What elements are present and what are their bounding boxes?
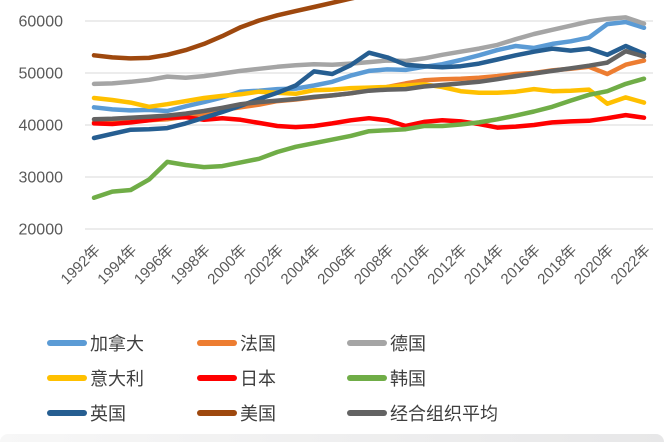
window-bottom-bar [0,434,664,442]
series-line-germany [91,15,647,87]
series-lines-group [91,0,647,201]
series-line-italy [91,82,647,110]
x-axis-labels-group: 1992年1994年1996年1998年2000年2002年2004年2006年… [58,242,654,288]
legend-swatch-germany [347,339,387,346]
x-axis-label-2022: 2022年 [608,242,654,288]
x-axis-label-2006: 2006年 [314,242,360,288]
x-axis-label-2004: 2004年 [278,242,324,288]
chart-legend: 加拿大 法国 德国意大利 日本 韩国英国 美国 经合组织平均 [47,325,498,430]
y-axis-label-30000: 30000 [19,170,64,187]
y-axis-label-60000: 60000 [19,14,64,31]
legend-label-canada: 加拿大 [90,333,144,354]
legend-label-france: 法国 [240,333,276,354]
legend-item-france: 法国 [197,330,347,356]
series-line-oecd [91,48,647,122]
y-axis-labels-group: 60000 50000 40000 30000 20000 [19,14,64,239]
x-axis-label-2002: 2002年 [241,242,287,288]
legend-label-germany: 德国 [390,333,426,354]
x-axis-label-1998: 1998年 [168,242,214,288]
legend-label-japan: 日本 [240,368,276,389]
legend-swatch-oecd [347,409,387,416]
x-axis-label-2000: 2000年 [204,242,250,288]
legend-item-uk: 英国 [47,400,197,426]
y-axis-label-50000: 50000 [19,66,64,83]
legend-item-germany: 德国 [347,330,498,356]
legend-label-us: 美国 [240,403,276,424]
x-axis-label-2012: 2012年 [424,242,470,288]
series-line-japan [91,112,647,130]
x-axis-label-1994: 1994年 [94,242,140,288]
legend-swatch-korea [347,374,387,381]
x-axis-label-1992: 1992年 [58,242,104,288]
x-axis-label-2018: 2018年 [534,242,580,288]
x-axis-label-2020: 2020年 [571,242,617,288]
legend-swatch-japan [197,374,237,381]
series-line-uk [91,43,647,141]
legend-label-oecd: 经合组织平均 [390,403,498,424]
legend-label-italy: 意大利 [90,368,144,389]
line-chart-svg: 60000 50000 40000 30000 20000 1992年1994年1996… [19,0,654,288]
legend-label-korea: 韩国 [390,368,426,389]
legend-swatch-us [197,409,237,416]
y-axis-label-40000: 40000 [19,118,64,135]
legend-item-us: 美国 [197,400,347,426]
y-axis-label-20000: 20000 [19,222,64,239]
legend-item-oecd: 经合组织平均 [347,400,498,426]
series-line-canada [91,19,647,114]
x-axis-label-2014: 2014年 [461,242,507,288]
x-axis-label-2016: 2016年 [498,242,544,288]
x-axis-label-2008: 2008年 [351,242,397,288]
legend-swatch-canada [47,339,87,346]
legend-item-canada: 加拿大 [47,330,197,356]
legend-item-japan: 日本 [197,365,347,391]
series-line-us [91,0,355,61]
series-line-korea [91,76,647,201]
legend-item-italy: 意大利 [47,365,197,391]
legend-swatch-uk [47,409,87,416]
legend-label-uk: 英国 [90,403,126,424]
x-axis-label-2010: 2010年 [388,242,434,288]
legend-swatch-france [197,339,237,346]
legend-swatch-italy [47,374,87,381]
legend-item-korea: 韩国 [347,365,498,391]
x-axis-label-1996: 1996年 [131,242,177,288]
